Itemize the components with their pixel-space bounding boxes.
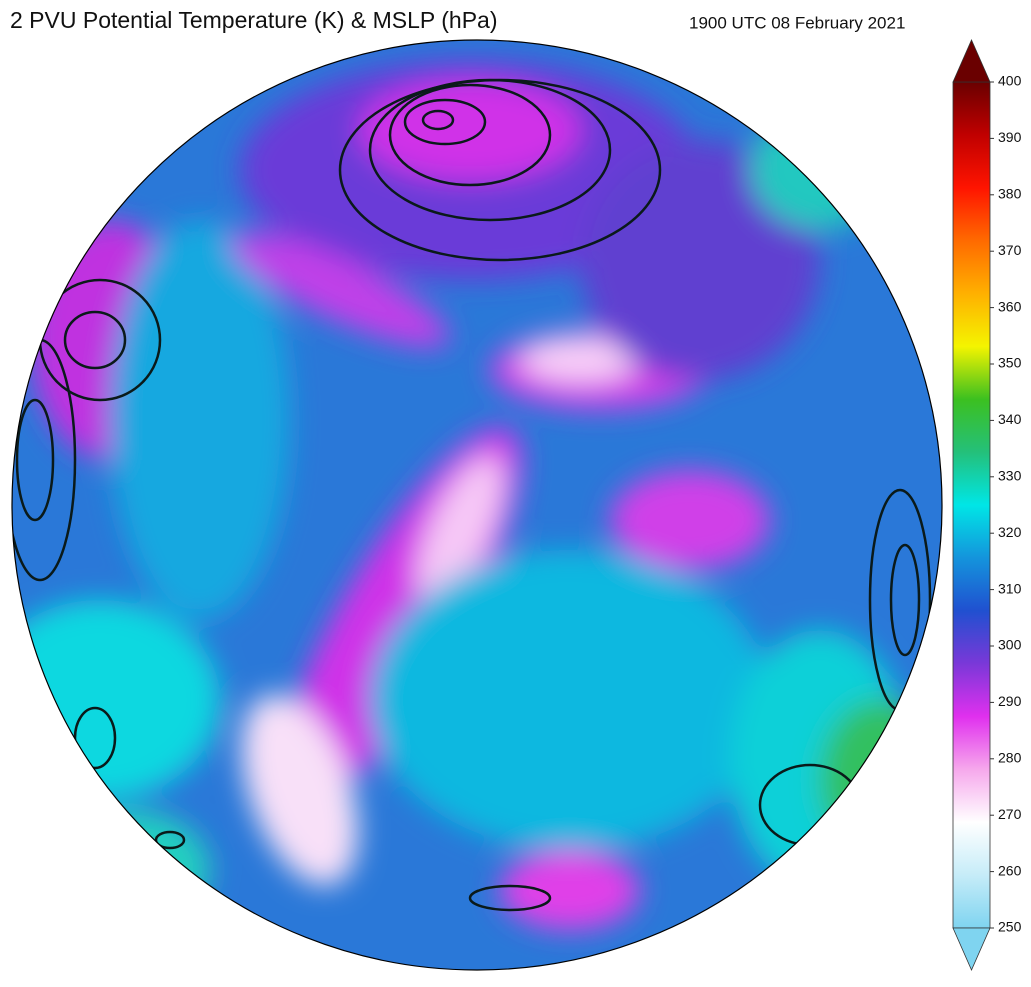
colorbar-tick-label: 340 <box>998 411 1022 427</box>
colorbar-tick-label: 370 <box>998 242 1022 258</box>
colorbar-min-extend <box>952 927 991 971</box>
colorbar-tick-label: 270 <box>998 806 1022 822</box>
colorbar-tick-label: 330 <box>998 468 1022 484</box>
colorbar-tick-label: 360 <box>998 298 1022 314</box>
colorbar-tick-label: 310 <box>998 580 1022 596</box>
colorbar-tick-label: 390 <box>998 129 1022 145</box>
colorbar-tick-label: 290 <box>998 693 1022 709</box>
timestamp: 1900 UTC 08 February 2021 <box>689 13 905 32</box>
colorbar-tick-label: 320 <box>998 524 1022 540</box>
colorbar-tick-label: 400 <box>998 73 1022 89</box>
colorbar-tick-label: 260 <box>998 862 1022 878</box>
colorbar-body <box>952 81 991 929</box>
colorbar-tick-label: 250 <box>998 919 1022 935</box>
globe-outline <box>11 39 943 971</box>
colorbar-tick-label: 280 <box>998 750 1022 766</box>
colorbar-tick-label: 350 <box>998 355 1022 371</box>
colorbar-tick-label: 380 <box>998 186 1022 202</box>
map-title: 2 PVU Potential Temperature (K) & MSLP (… <box>10 7 497 33</box>
globe-field <box>12 40 942 970</box>
colorbar-max-extend <box>952 39 991 83</box>
colorbar-tick-label: 300 <box>998 637 1022 653</box>
colorbar: 250 260 270 280 290 300 310 320 330 340 350 360 370 3… <box>952 39 1022 971</box>
